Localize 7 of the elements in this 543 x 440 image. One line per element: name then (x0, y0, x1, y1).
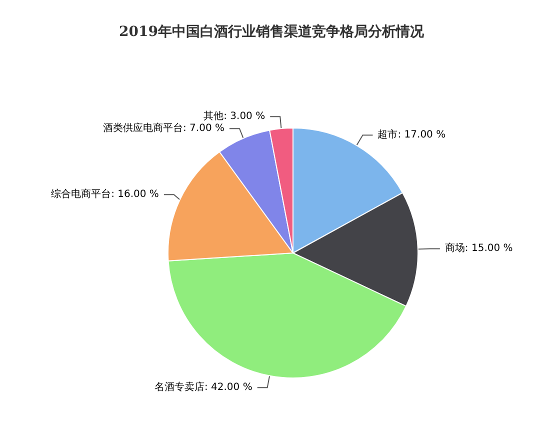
chart-title: 2019年中国白酒行业销售渠道竞争格局分析情况 (119, 23, 425, 40)
slice-label: 综合电商平台: 16.00 % (51, 188, 159, 200)
slice-label: 酒类供应电商平台: 7.00 % (102, 122, 224, 134)
slice-label: 商场: 15.00 % (444, 242, 513, 254)
slice-label: 超市: 17.00 % (378, 128, 446, 141)
slice-label: 其他: 3.00 % (204, 110, 266, 122)
slice-label: 名酒专卖店: 42.00 % (154, 381, 252, 394)
